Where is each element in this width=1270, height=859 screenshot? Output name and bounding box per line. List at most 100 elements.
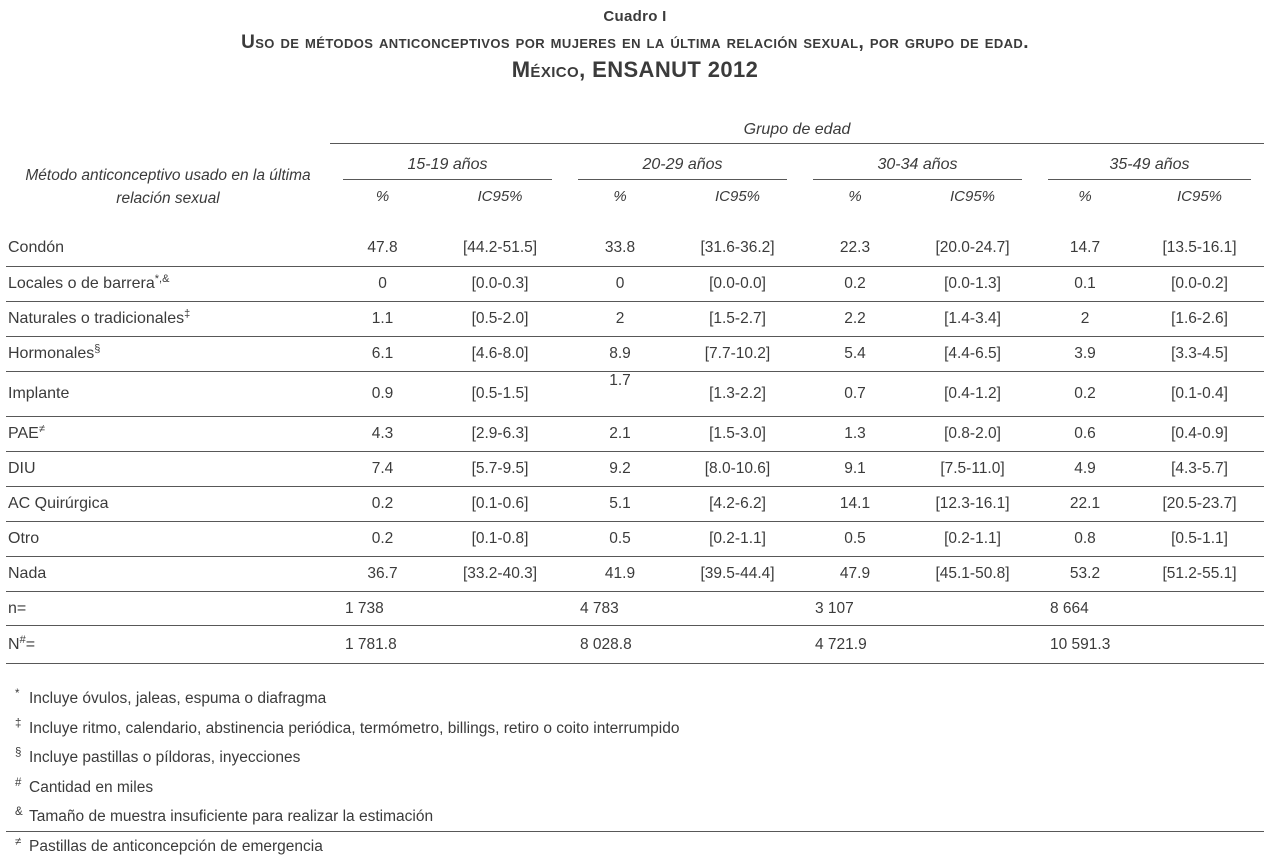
table-row: Otro 0.2 [0.1-0.8] 0.5 [0.2-1.1] 0.5 [0.… bbox=[6, 522, 1264, 557]
footnote-marker-ref: § bbox=[94, 343, 100, 355]
table-subtitle: México, ENSANUT 2012 bbox=[6, 57, 1264, 83]
pct-value: 5.1 bbox=[565, 487, 675, 522]
footnote-marker: ‡ bbox=[15, 712, 29, 738]
footnote-marker: # bbox=[15, 771, 29, 797]
pct-value: 9.1 bbox=[800, 452, 910, 487]
row-label: N#= bbox=[6, 626, 330, 664]
ci-value: [1.5-3.0] bbox=[675, 417, 800, 452]
pct-value: 36.7 bbox=[330, 557, 435, 592]
ci-value: [0.0-0.2] bbox=[1135, 267, 1264, 302]
ci-value: [5.7-9.5] bbox=[435, 452, 565, 487]
ci-value: [0.1-0.4] bbox=[1135, 372, 1264, 417]
pct-value: 4.3 bbox=[330, 417, 435, 452]
col-header-pct: % bbox=[330, 180, 435, 230]
pct-value: 3.9 bbox=[1035, 337, 1135, 372]
age-group-header: 15-19 años bbox=[330, 144, 565, 181]
footnote: &Tamaño de muestra insuficiente para rea… bbox=[15, 800, 1264, 830]
table-row: DIU 7.4 [5.7-9.5] 9.2 [8.0-10.6] 9.1 [7.… bbox=[6, 452, 1264, 487]
col-header-ci: IC95% bbox=[675, 180, 800, 230]
data-table: Grupo de edad Método anticonceptivo usad… bbox=[6, 109, 1264, 664]
ci-value: [0.8-2.0] bbox=[910, 417, 1035, 452]
pct-value: 2.1 bbox=[565, 417, 675, 452]
ci-value: [20.0-24.7] bbox=[910, 230, 1035, 267]
table-row: Nada 36.7 [33.2-40.3] 41.9 [39.5-44.4] 4… bbox=[6, 557, 1264, 592]
footnotes-block: *Incluye óvulos, jaleas, espuma o diafra… bbox=[6, 682, 1264, 859]
pct-value: 1.3 bbox=[800, 417, 910, 452]
pct-value: 22.3 bbox=[800, 230, 910, 267]
ci-value: [0.0-0.0] bbox=[675, 267, 800, 302]
col-header-pct: % bbox=[800, 180, 910, 230]
table-row: Condón 47.8 [44.2-51.5] 33.8 [31.6-36.2]… bbox=[6, 230, 1264, 267]
pct-value: 0.5 bbox=[800, 522, 910, 557]
table-row: Naturales o tradicionales‡ 1.1 [0.5-2.0]… bbox=[6, 302, 1264, 337]
N-value: 4 721.9 bbox=[800, 626, 1035, 664]
ci-value: [20.5-23.7] bbox=[1135, 487, 1264, 522]
ci-value: [0.1-0.8] bbox=[435, 522, 565, 557]
footnote-marker-ref: ≠ bbox=[39, 423, 45, 435]
n-value: 8 664 bbox=[1035, 592, 1264, 626]
pct-value: 14.7 bbox=[1035, 230, 1135, 267]
ci-value: [45.1-50.8] bbox=[910, 557, 1035, 592]
pct-value: 47.8 bbox=[330, 230, 435, 267]
pct-value: 53.2 bbox=[1035, 557, 1135, 592]
pct-value: 4.9 bbox=[1035, 452, 1135, 487]
ci-value: [3.3-4.5] bbox=[1135, 337, 1264, 372]
table-row: Hormonales§ 6.1 [4.6-8.0] 8.9 [7.7-10.2]… bbox=[6, 337, 1264, 372]
age-group-header: 20-29 años bbox=[565, 144, 800, 181]
ci-value: [1.3-2.2] bbox=[675, 372, 800, 417]
ci-value: [0.0-0.3] bbox=[435, 267, 565, 302]
pct-value: 0.8 bbox=[1035, 522, 1135, 557]
n-value: 1 738 bbox=[330, 592, 565, 626]
col-header-ci: IC95% bbox=[910, 180, 1035, 230]
bottom-rule bbox=[6, 831, 1264, 832]
pct-value: 9.2 bbox=[565, 452, 675, 487]
col-header-ci: IC95% bbox=[1135, 180, 1264, 230]
ci-value: [39.5-44.4] bbox=[675, 557, 800, 592]
footnote-marker-ref: # bbox=[20, 634, 26, 646]
stub-spacer bbox=[6, 109, 330, 144]
pct-value: 41.9 bbox=[565, 557, 675, 592]
row-label: Implante bbox=[6, 372, 330, 417]
ci-value: [0.0-1.3] bbox=[910, 267, 1035, 302]
ci-value: [4.2-6.2] bbox=[675, 487, 800, 522]
row-label: Naturales o tradicionales‡ bbox=[6, 302, 330, 337]
footnote: ‡Incluye ritmo, calendario, abstinencia … bbox=[15, 712, 1264, 742]
n-value: 4 783 bbox=[565, 592, 800, 626]
ci-value: [7.7-10.2] bbox=[675, 337, 800, 372]
ci-value: [13.5-16.1] bbox=[1135, 230, 1264, 267]
ci-value: [4.3-5.7] bbox=[1135, 452, 1264, 487]
N-value: 8 028.8 bbox=[565, 626, 800, 664]
ci-value: [51.2-55.1] bbox=[1135, 557, 1264, 592]
col-header-ci: IC95% bbox=[435, 180, 565, 230]
pct-value: 6.1 bbox=[330, 337, 435, 372]
table-row: Locales o de barrera*,& 0 [0.0-0.3] 0 [0… bbox=[6, 267, 1264, 302]
footnote-marker: * bbox=[15, 682, 29, 708]
ci-value: [8.0-10.6] bbox=[675, 452, 800, 487]
ci-value: [0.1-0.6] bbox=[435, 487, 565, 522]
row-label: DIU bbox=[6, 452, 330, 487]
table-row: Implante 0.9 [0.5-1.5] 1.7 [1.3-2.2] 0.7… bbox=[6, 372, 1264, 417]
pct-value: 0.2 bbox=[330, 487, 435, 522]
ci-value: [1.4-3.4] bbox=[910, 302, 1035, 337]
table-row: AC Quirúrgica 0.2 [0.1-0.6] 5.1 [4.2-6.2… bbox=[6, 487, 1264, 522]
pct-value: 0.6 bbox=[1035, 417, 1135, 452]
footnote: §Incluye pastillas o píldoras, inyeccion… bbox=[15, 741, 1264, 771]
footnote-marker: § bbox=[15, 741, 29, 767]
ci-value: [33.2-40.3] bbox=[435, 557, 565, 592]
ci-value: [4.4-6.5] bbox=[910, 337, 1035, 372]
ci-value: [44.2-51.5] bbox=[435, 230, 565, 267]
ci-value: [4.6-8.0] bbox=[435, 337, 565, 372]
footnote: *Incluye óvulos, jaleas, espuma o diafra… bbox=[15, 682, 1264, 712]
row-label: Condón bbox=[6, 230, 330, 267]
pct-value: 0 bbox=[565, 267, 675, 302]
table-row: PAE≠ 4.3 [2.9-6.3] 2.1 [1.5-3.0] 1.3 [0.… bbox=[6, 417, 1264, 452]
group-header-row: Grupo de edad bbox=[6, 109, 1264, 144]
sample-size-row: n= 1 738 4 783 3 107 8 664 bbox=[6, 592, 1264, 626]
ci-value: [0.4-0.9] bbox=[1135, 417, 1264, 452]
footnote-marker: ≠ bbox=[15, 830, 29, 856]
row-label: PAE≠ bbox=[6, 417, 330, 452]
footnote: #Cantidad en miles bbox=[15, 771, 1264, 801]
ci-value: [0.2-1.1] bbox=[910, 522, 1035, 557]
footnote-marker: & bbox=[15, 800, 29, 826]
